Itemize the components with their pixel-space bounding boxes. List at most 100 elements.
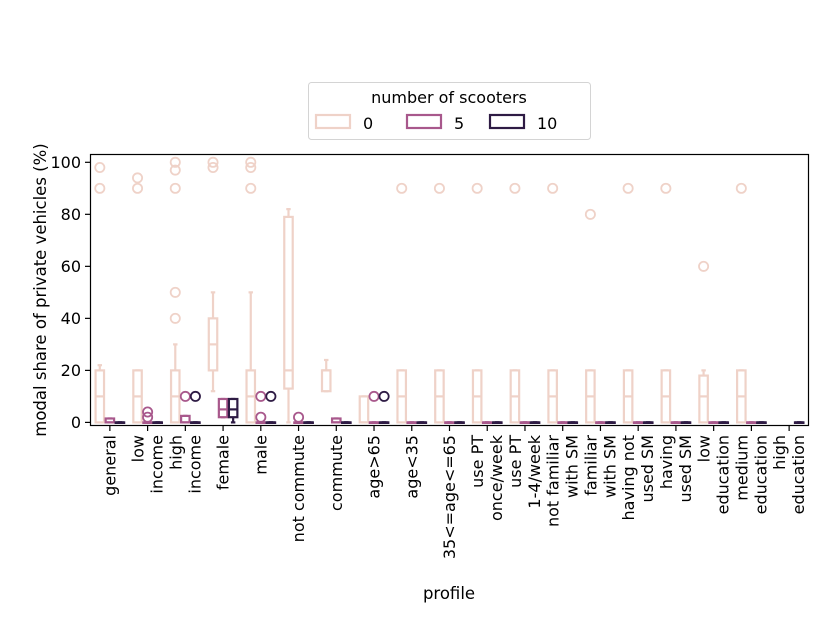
box-0-15	[660, 182, 672, 424]
outlier-point	[547, 182, 559, 194]
legend-entry-0: 0	[314, 113, 373, 133]
box-5-10	[481, 421, 493, 424]
legend-title: number of scooters	[371, 88, 527, 107]
x-axis: general lowincome highincome female male not …	[100, 425, 808, 559]
box-10-12	[567, 421, 579, 424]
x-tick-label: use PTonce/week	[468, 434, 506, 521]
x-tick-label: mediumeducation	[732, 435, 770, 514]
x-tick-label: age<35	[402, 435, 421, 499]
box-10-5	[303, 421, 314, 424]
box-5-9	[444, 421, 455, 424]
legend: number of scooters 0 5 10	[308, 82, 591, 140]
box-5-4	[255, 390, 267, 424]
outlier-point	[142, 406, 154, 418]
x-tick-label-line: used SM	[638, 435, 657, 503]
box-10-0	[114, 421, 126, 424]
box-5-2	[179, 390, 191, 424]
x-tick-label-line: use PT	[506, 435, 525, 488]
outlier-point	[189, 390, 201, 402]
x-tick-label: havingused SM	[657, 435, 695, 503]
box-0-13	[584, 208, 596, 424]
outlier-point	[207, 156, 219, 168]
box-iqr	[283, 215, 294, 390]
x-tick-label: 35<=age<=65	[440, 435, 459, 559]
x-tick-label-line: general	[100, 435, 119, 496]
x-tick-label-line: education	[751, 435, 770, 514]
outlier-point	[255, 411, 267, 423]
outlier-point	[622, 182, 634, 194]
x-tick-label-line: having	[657, 435, 676, 489]
box-5-6	[330, 417, 342, 424]
box-0-16	[698, 260, 710, 424]
box-5-5	[293, 411, 305, 424]
x-tick-label-line: income	[148, 435, 167, 494]
y-tick-label: 60	[61, 257, 81, 276]
box-0-10	[471, 182, 483, 424]
box-5-11	[519, 421, 531, 424]
x-tick-label-line: male	[251, 435, 270, 475]
outlier-point	[245, 182, 257, 194]
x-tick-label-line: high	[166, 435, 185, 470]
x-tick-label-line: low	[695, 435, 714, 462]
x-tick-label-line: use PT	[468, 435, 487, 488]
legend-label: 0	[363, 114, 373, 133]
x-tick-label: commute	[327, 435, 346, 511]
legend-label: 10	[537, 114, 557, 133]
outlier-point	[509, 182, 521, 194]
x-tick-label-line: used SM	[676, 435, 695, 503]
x-tick-label: general	[100, 435, 119, 496]
x-axis-label: profile	[423, 584, 475, 603]
outlier-point	[378, 390, 390, 402]
box-iqr	[320, 369, 332, 393]
box-10-1	[152, 421, 163, 424]
box-0-4	[245, 156, 257, 424]
y-tick-label: 20	[61, 361, 81, 380]
box-10-15	[680, 421, 692, 424]
box-0-14	[622, 182, 634, 424]
y-axis-label: modal share of private vehicles (%)	[31, 143, 50, 436]
x-tick-label-line: 35<=age<=65	[440, 435, 459, 559]
box-10-16	[718, 421, 730, 424]
x-tick-label-line: education	[714, 435, 733, 514]
outlier-point	[94, 162, 106, 174]
x-tick-label-line: not familiar	[544, 435, 563, 527]
box-5-15	[670, 421, 682, 424]
box-5-1	[142, 406, 154, 424]
x-tick-label-line: with SM	[600, 435, 619, 498]
outlier-point	[207, 162, 219, 174]
y-tick-label: 40	[61, 309, 81, 328]
box-5-3	[217, 397, 229, 419]
x-tick-label-line: female	[214, 435, 233, 490]
box-10-18	[793, 421, 805, 424]
outlier-point	[169, 286, 181, 298]
y-tick-label: 100	[50, 153, 81, 172]
x-tick-label-line: education	[789, 435, 808, 514]
legend-swatch	[488, 113, 526, 130]
outlier-point	[293, 411, 305, 423]
x-tick-label-line: high	[770, 435, 789, 470]
box-iqr	[698, 374, 709, 424]
outlier-point	[169, 182, 181, 194]
x-tick-label-line: familiar	[581, 435, 600, 496]
box-5-8	[406, 421, 418, 424]
x-tick-label-line: having not	[619, 435, 638, 520]
x-tick-label: use PT1-4/week	[506, 434, 544, 508]
box-0-12	[547, 182, 559, 424]
x-tick-label: not commute	[289, 435, 308, 542]
box-10-7	[378, 390, 390, 424]
x-tick-label: male	[251, 435, 270, 475]
box-10-10	[491, 421, 503, 424]
outlier-point	[169, 312, 181, 324]
legend-entries: 0 5 10	[314, 113, 557, 133]
x-tick-label-line: age>65	[365, 435, 384, 499]
outlier-point	[660, 182, 672, 194]
y-axis: 0 20 40 60 80 100	[50, 153, 91, 432]
y-tick-label: 0	[71, 413, 81, 432]
box-10-3	[227, 397, 239, 424]
legend-entry-10: 10	[488, 113, 557, 133]
box-0-5	[283, 208, 294, 424]
legend-frame	[308, 82, 591, 140]
legend-swatch	[314, 113, 352, 130]
box-0-0	[94, 162, 106, 424]
